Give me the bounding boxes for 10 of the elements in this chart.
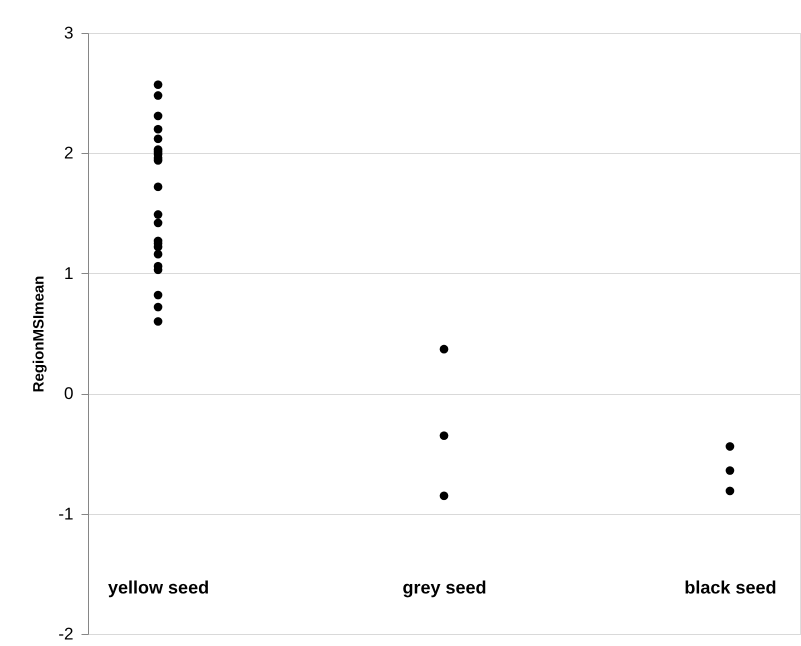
x-tick-label: yellow seed (108, 578, 210, 598)
x-tick-label: grey seed (402, 578, 487, 598)
x-tick-label: black seed (684, 578, 776, 598)
y-tick-label: 0 (64, 384, 74, 404)
y-axis-title: RegionMSImean (30, 276, 48, 392)
y-tick-label: 2 (64, 144, 74, 163)
y-tick-label: -1 (58, 504, 74, 524)
y-tick-label: -2 (58, 624, 74, 644)
y-tick-label: 3 (64, 24, 74, 42)
y-tick-label: 1 (64, 264, 74, 283)
